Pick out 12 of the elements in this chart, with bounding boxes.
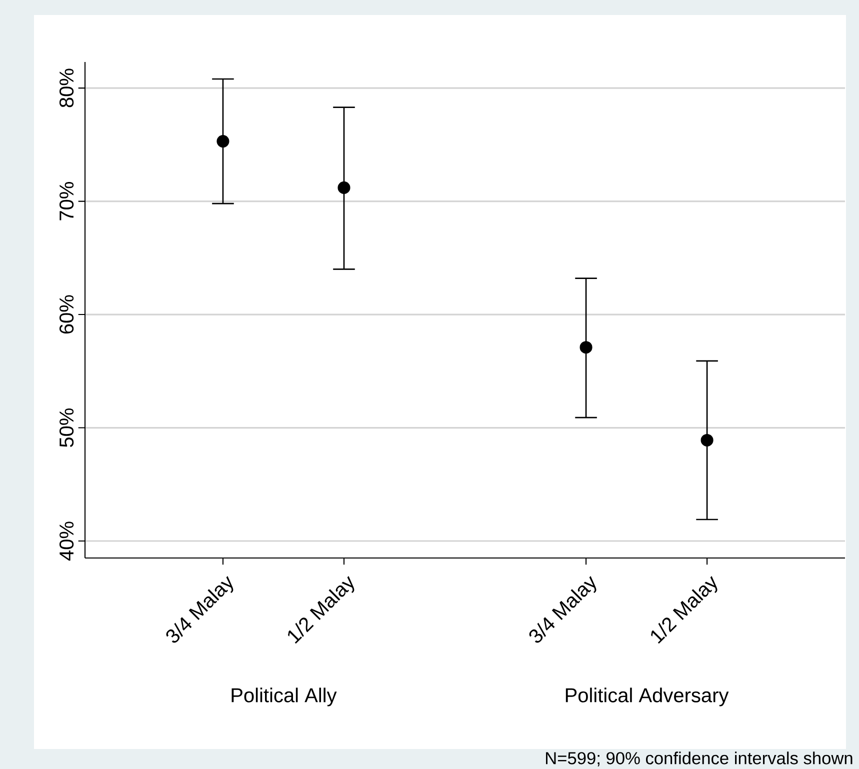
y-tick-label: 80% <box>59 68 74 108</box>
text: Political Ally <box>232 688 337 706</box>
point <box>580 341 592 354</box>
text: N=599; 90% confidence intervals shown <box>546 752 852 766</box>
y-tick-label: 40% <box>59 522 74 561</box>
point <box>338 181 350 194</box>
y-tick-label: 50% <box>59 408 74 447</box>
point <box>700 434 714 446</box>
text: Political Adversary <box>566 688 729 706</box>
point <box>216 134 230 148</box>
y-tick-label: 70% <box>59 182 74 220</box>
y-tick-label: 60% <box>59 295 74 334</box>
